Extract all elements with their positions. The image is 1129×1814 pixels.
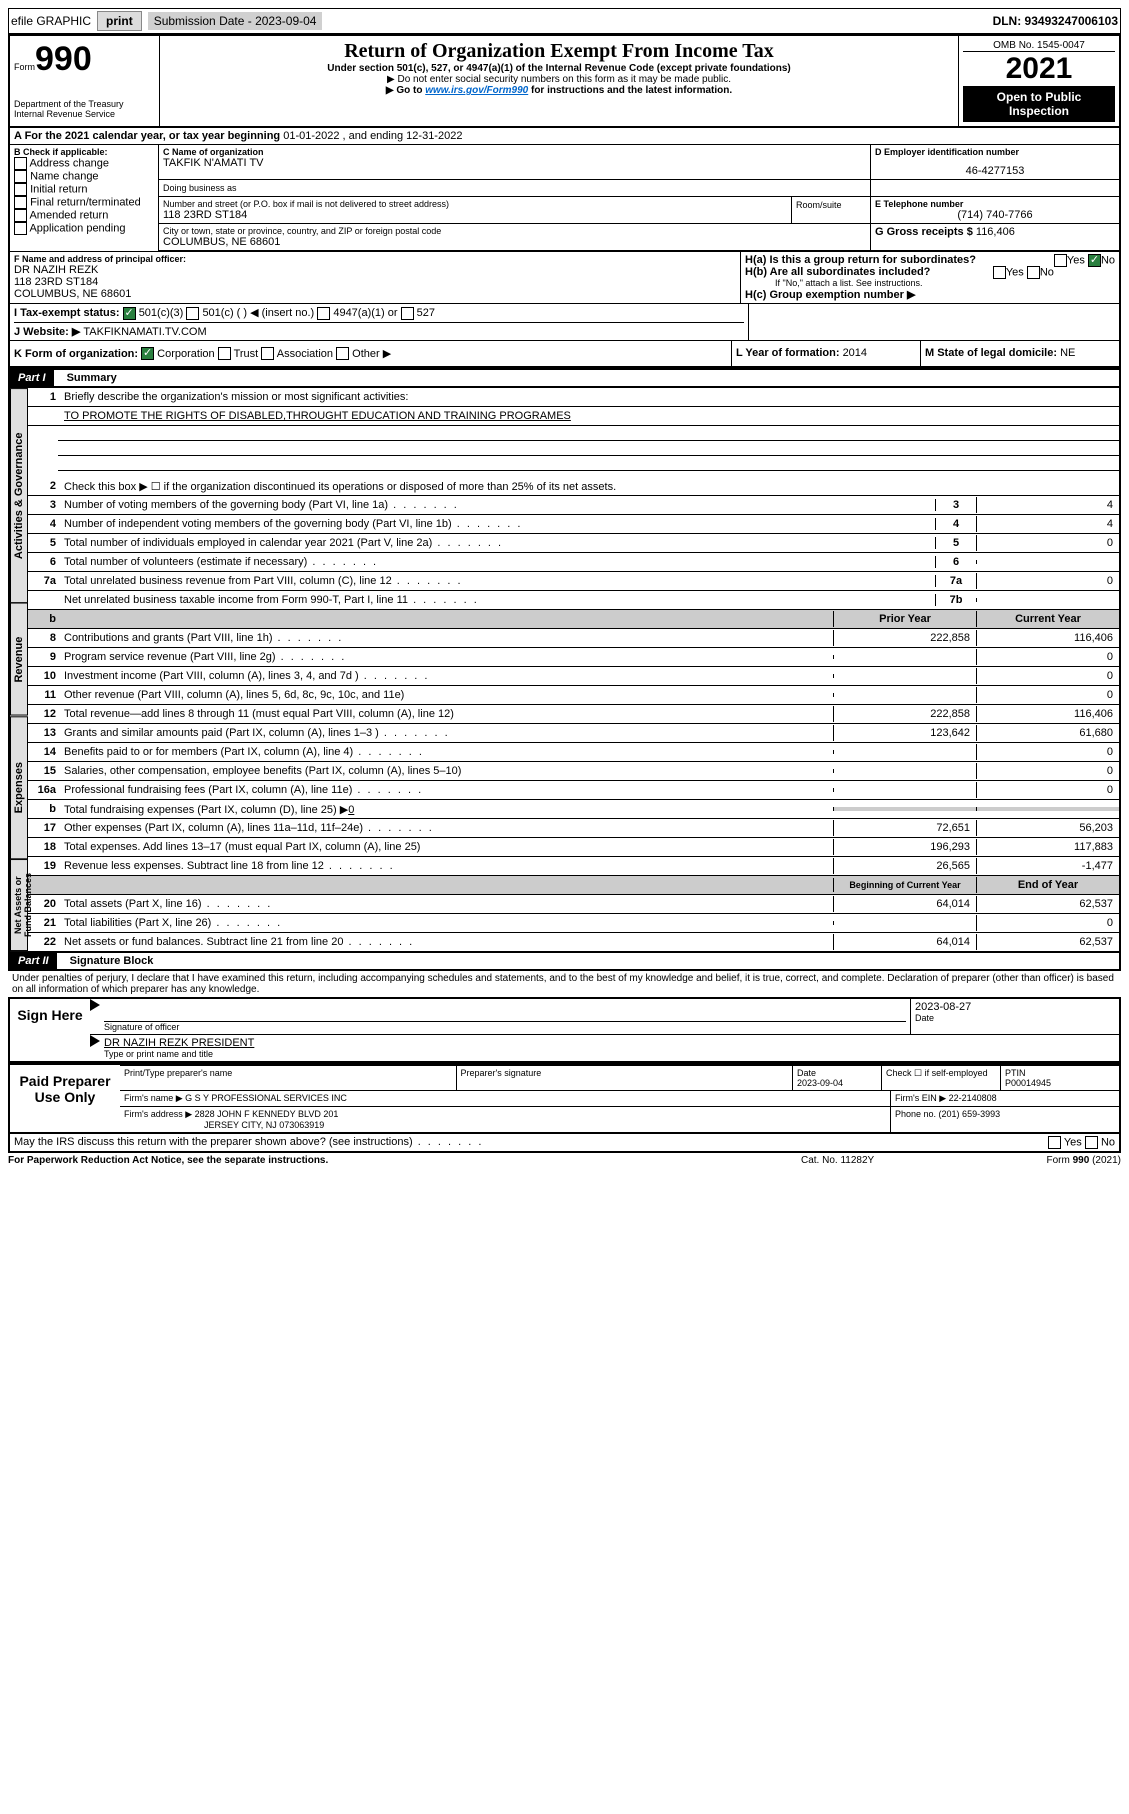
mission-text: TO PROMOTE THE RIGHTS OF DISABLED,THROUG… (60, 408, 1119, 424)
check-501c3[interactable]: ✓ (123, 307, 136, 320)
check-501c[interactable] (186, 307, 199, 320)
header-title-block: Return of Organization Exempt From Incom… (160, 36, 959, 126)
arrow-icon (90, 999, 100, 1011)
perjury-declaration: Under penalties of perjury, I declare th… (8, 971, 1121, 997)
paid-preparer-label: Paid Preparer Use Only (10, 1065, 120, 1132)
discuss-yes[interactable] (1048, 1136, 1061, 1149)
irs-link[interactable]: www.irs.gov/Form990 (425, 85, 528, 96)
print-button[interactable]: print (97, 11, 142, 31)
ptin: P00014945 (1005, 1078, 1115, 1088)
omb-number: OMB No. 1545-0047 (963, 40, 1115, 52)
check-4947[interactable] (317, 307, 330, 320)
phone: (714) 740-7766 (875, 209, 1115, 221)
cat-no: Cat. No. 11282Y (801, 1155, 981, 1166)
ha-no[interactable]: ✓ (1088, 254, 1101, 267)
org-name: TAKFIK N'AMATI TV (163, 157, 866, 169)
submission-date: Submission Date - 2023-09-04 (148, 12, 323, 30)
open-public: Open to Public Inspection (963, 86, 1115, 122)
ha-yes[interactable] (1054, 254, 1067, 267)
header-right-block: OMB No. 1545-0047 2021 Open to Public In… (959, 36, 1119, 126)
top-toolbar: efile GRAPHIC print Submission Date - 20… (8, 8, 1121, 34)
form-number-block: Form990 Department of the Treasury Inter… (10, 36, 160, 126)
prep-date: 2023-09-04 (797, 1078, 877, 1088)
firm-phone: (201) 659-3993 (939, 1109, 1001, 1119)
check-other[interactable] (336, 347, 349, 360)
check-initial[interactable] (14, 183, 27, 196)
hb-no[interactable] (1027, 266, 1040, 279)
part1-header: Part I (10, 370, 54, 386)
check-amended[interactable] (14, 209, 27, 222)
city-state-zip: COLUMBUS, NE 68601 (163, 236, 866, 248)
tab-expenses: Expenses (10, 716, 28, 859)
officer-name: DR NAZIH REZK (14, 264, 736, 276)
tax-year: 2021 (963, 52, 1115, 86)
efile-label: efile GRAPHIC (11, 14, 91, 28)
firm-ein: 22-2140808 (949, 1093, 997, 1103)
discuss-question: May the IRS discuss this return with the… (14, 1136, 1048, 1149)
check-assoc[interactable] (261, 347, 274, 360)
tab-netassets: Net Assets or Fund Balances (10, 859, 28, 951)
check-address[interactable] (14, 157, 27, 170)
discuss-no[interactable] (1085, 1136, 1098, 1149)
year-formation: 2014 (843, 347, 867, 359)
firm-name: G S Y PROFESSIONAL SERVICES INC (185, 1093, 347, 1103)
check-trust[interactable] (218, 347, 231, 360)
check-corp[interactable]: ✓ (141, 347, 154, 360)
tab-activities: Activities & Governance (10, 388, 28, 603)
sign-date: 2023-08-27 (915, 1001, 1115, 1013)
check-527[interactable] (401, 307, 414, 320)
ein: 46-4277153 (875, 165, 1115, 177)
tab-revenue: Revenue (10, 603, 28, 716)
street-address: 118 23RD ST184 (163, 209, 787, 221)
officer-name-title: DR NAZIH REZK PRESIDENT (104, 1037, 1115, 1049)
gross-receipts: 116,406 (976, 226, 1015, 238)
dept-label: Department of the Treasury Internal Reve… (14, 99, 155, 119)
website: TAKFIKNAMATI.TV.COM (83, 326, 206, 338)
arrow-icon (90, 1035, 100, 1047)
sign-here-label: Sign Here (10, 999, 90, 1061)
paperwork-notice: For Paperwork Reduction Act Notice, see … (8, 1155, 801, 1166)
hb-yes[interactable] (993, 266, 1006, 279)
dln-label: DLN: 93493247006103 (993, 14, 1118, 28)
check-final[interactable] (14, 196, 27, 209)
form-title: Return of Organization Exempt From Incom… (164, 40, 954, 63)
state-domicile: NE (1060, 347, 1075, 359)
check-name[interactable] (14, 170, 27, 183)
part2-header: Part II (10, 953, 57, 969)
check-pending[interactable] (14, 222, 27, 235)
firm-address: 2828 JOHN F KENNEDY BLVD 201 (195, 1109, 339, 1119)
section-b: B Check if applicable: Address change Na… (10, 145, 159, 251)
